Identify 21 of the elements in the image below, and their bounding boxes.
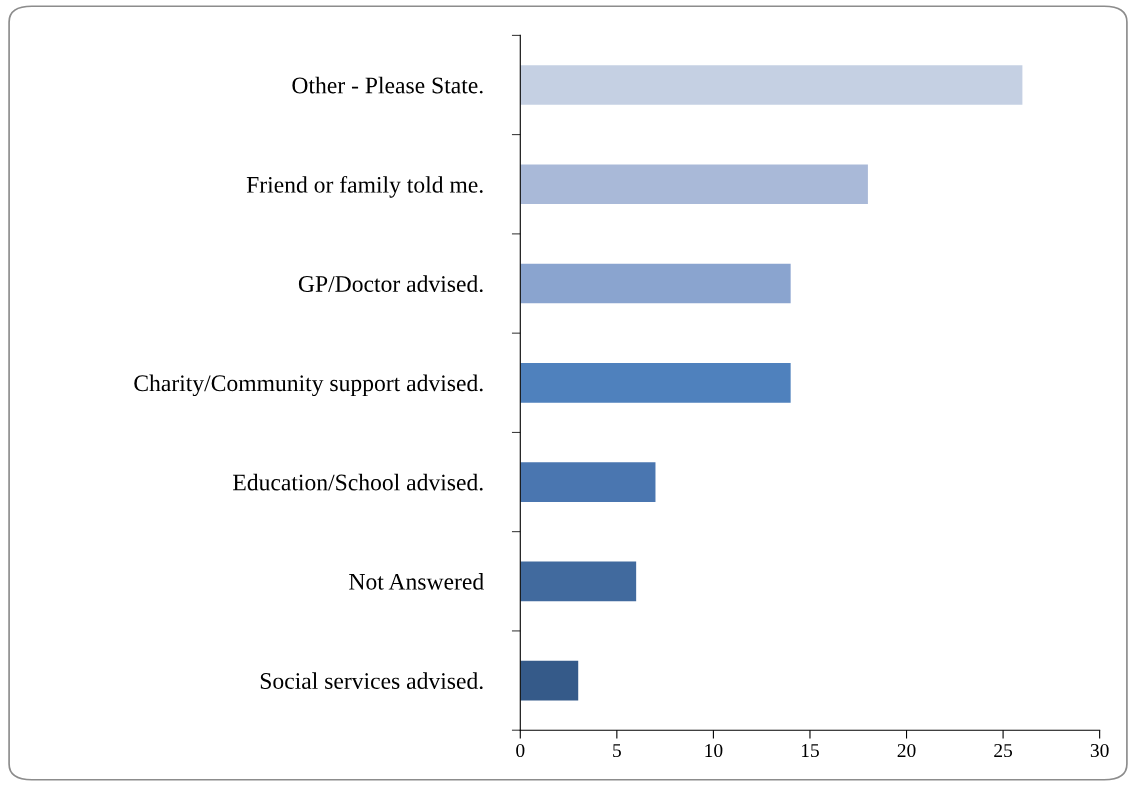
bar <box>520 362 791 403</box>
bar <box>520 660 579 701</box>
y-tick-label: GP/Doctor advised. <box>298 275 483 293</box>
bar <box>520 462 656 502</box>
x-tick-label: 0 <box>516 743 525 758</box>
x-tick-label: 25 <box>994 744 1013 758</box>
y-tick-label: Other - Please State. <box>292 76 483 94</box>
x-tick-label: 5 <box>613 744 621 758</box>
y-tick-label: Social services advised. <box>260 672 483 690</box>
x-tick-label: 20 <box>897 743 916 758</box>
y-tick-label: Not Answered <box>349 573 484 590</box>
y-tick-label: Charity/Community support advised. <box>134 374 483 397</box>
y-tick-label: Education/School advised. <box>233 473 483 491</box>
x-tick-label: 10 <box>705 743 723 758</box>
bar <box>520 561 637 602</box>
x-tick-label: 15 <box>801 744 819 758</box>
x-tick-label: 30 <box>1090 743 1109 758</box>
bar <box>520 65 1023 105</box>
bar <box>520 164 868 205</box>
bar <box>520 263 791 304</box>
y-tick-label: Friend or family told me. <box>246 175 483 198</box>
